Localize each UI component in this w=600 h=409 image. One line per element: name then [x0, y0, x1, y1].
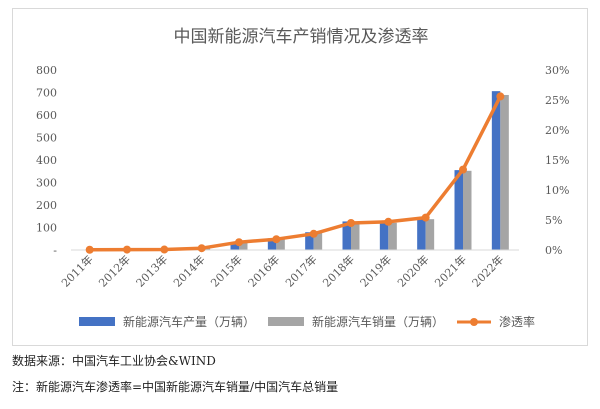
sales-bar [276, 238, 285, 250]
y-left-tick-label: 800 [36, 64, 57, 77]
x-tick-label: 2012年 [96, 252, 133, 289]
penetration-line [89, 95, 502, 252]
production-bar [342, 221, 351, 250]
chart-frame: 中国新能源汽车产销情况及渗透率 - 100 200 300 400 500 600 700 800… [12, 8, 588, 346]
sales-bar [239, 242, 248, 250]
penetration-marker [347, 219, 355, 227]
sales-bar [500, 94, 509, 250]
penetration-marker [421, 213, 430, 222]
penetration-formula-note: 注：新能源汽车渗透率=中国新能源汽车销量/中国汽车总销量 [12, 380, 339, 394]
y-left-tick-label: - [53, 244, 57, 257]
legend-sales-label: 新能源汽车销量（万辆） [312, 314, 444, 329]
x-tick-label: 2016年 [245, 252, 282, 289]
y-left-tick-label: 100 [36, 222, 57, 235]
sales-bar [425, 219, 435, 250]
production-bar [267, 238, 277, 250]
sales-bar [463, 170, 472, 250]
penetration-marker [459, 165, 467, 174]
penetration-marker [272, 235, 281, 244]
x-tick-label: 2018年 [320, 252, 357, 289]
penetration-marker [160, 245, 169, 254]
production-bar [379, 222, 389, 250]
source-note: 数据来源：中国汽车工业协会&WIND [12, 354, 216, 368]
y-left-tick-label: 200 [36, 199, 57, 212]
x-tick-label: 2020年 [394, 252, 431, 289]
chart-title: 中国新能源汽车产销情况及渗透率 [174, 27, 429, 47]
x-tick-label: 2015年 [208, 252, 245, 289]
penetration-marker [197, 244, 206, 253]
production-bar [491, 91, 501, 251]
legend-penetration-label: 渗透率 [499, 314, 535, 329]
production-bar [454, 170, 463, 250]
y-left-tick-label: 600 [36, 109, 57, 122]
y-right-tick-label: 15% [545, 154, 569, 167]
legend-sales-swatch [268, 317, 304, 326]
y-right-tick-label: 30% [545, 64, 569, 77]
y-right-tick-label: 25% [545, 94, 569, 107]
penetration-marker [123, 245, 131, 254]
production-bar [230, 242, 239, 250]
penetration-marker [85, 245, 94, 254]
legend-production-label: 新能源汽车产量（万辆） [123, 314, 255, 329]
x-tick-label: 2014年 [170, 252, 207, 289]
penetration-marker [309, 229, 318, 238]
x-tick-label: 2019年 [357, 252, 394, 289]
penetration-marker [384, 217, 393, 226]
penetration-marker [496, 92, 505, 101]
x-tick-label: 2011年 [58, 252, 95, 289]
penetration-marker [235, 238, 243, 247]
production-bar [305, 232, 314, 250]
y-left-tick-label: 700 [36, 87, 57, 100]
y-left-tick-label: 500 [36, 132, 57, 145]
y-left-tick-label: 400 [36, 154, 57, 167]
production-bar [417, 219, 426, 250]
y-right-tick-label: 10% [545, 184, 569, 197]
legend-production-swatch [79, 317, 115, 326]
x-tick-label: 2017年 [282, 252, 319, 289]
sales-bar [388, 222, 397, 250]
y-right-tick-label: 20% [545, 124, 569, 137]
x-tick-label: 2022年 [469, 252, 506, 289]
legend-penetration-marker [470, 318, 478, 326]
y-left-tick-label: 300 [36, 177, 57, 190]
x-tick-label: 2013年 [133, 252, 170, 289]
x-tick-label: 2021年 [432, 252, 469, 289]
chart-svg: 中国新能源汽车产销情况及渗透率 - 100 200 300 400 500 600 700 800… [36, 27, 569, 329]
sales-bar [351, 221, 360, 250]
y-right-tick-label: 0% [545, 244, 562, 257]
y-right-tick-label: 5% [545, 214, 562, 227]
sales-bar [313, 232, 323, 250]
